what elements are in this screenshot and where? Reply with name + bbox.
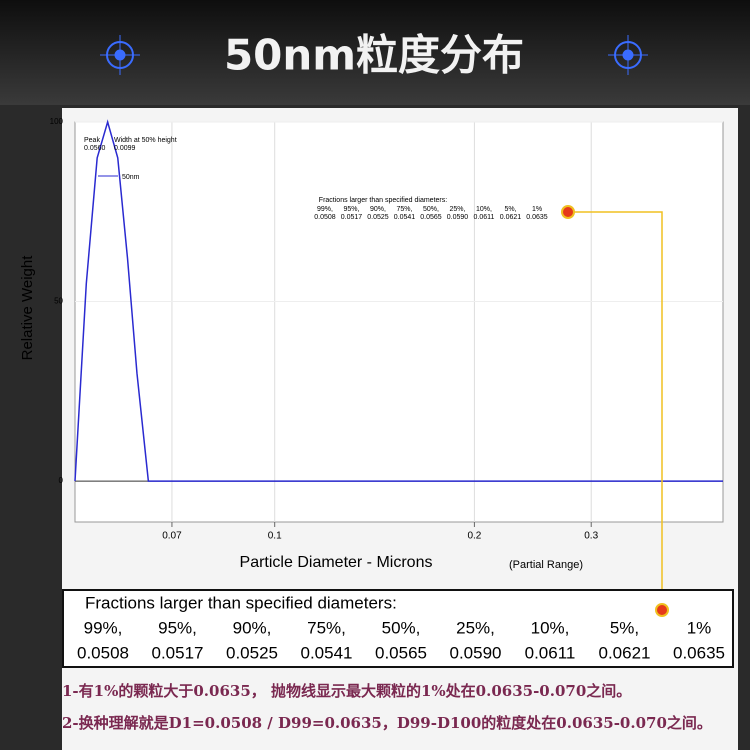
- diameter-label: 0.0541: [301, 643, 353, 662]
- small-diameter: 0.0635: [526, 214, 548, 221]
- target-icon: [100, 35, 648, 75]
- x-tick-label: 0.2: [467, 531, 481, 542]
- marker-dot: [561, 205, 575, 219]
- small-percent: 99%,: [317, 206, 333, 213]
- small-percent: 95%,: [344, 206, 360, 213]
- small-percent: 75%,: [397, 206, 413, 213]
- y-tick-label: 50: [54, 297, 63, 306]
- percent-label: 99%,: [84, 618, 123, 637]
- plot: 0.07 0.1 0.2 0.3 0 50 100: [50, 117, 723, 542]
- page-title: 50nm粒度分布: [224, 31, 524, 80]
- small-diameter: 0.0517: [341, 214, 363, 221]
- small-percent: 90%,: [370, 206, 386, 213]
- small-percent: 5%,: [504, 206, 516, 213]
- small-diameter: 0.0525: [367, 214, 389, 221]
- percent-label: 50%,: [382, 618, 421, 637]
- diameter-label: 0.0517: [152, 643, 204, 662]
- small-diameter: 0.0621: [500, 214, 522, 221]
- diameter-label: 0.0611: [525, 643, 576, 662]
- x-axis-label: Particle Diameter - Microns: [240, 554, 433, 571]
- small-diameter: 0.0508: [314, 214, 336, 221]
- small-diameter: 0.0590: [447, 214, 469, 221]
- small-diameter: 0.0565: [420, 214, 442, 221]
- diameter-label: 0.0525: [226, 643, 278, 662]
- plot-area: [74, 121, 724, 523]
- percent-label: 10%,: [531, 618, 570, 637]
- fractions-title: Fractions larger than specified diameter…: [85, 593, 397, 612]
- annotation: 0.0560: [84, 145, 106, 152]
- y-tick-label: 100: [50, 117, 64, 126]
- note: 1-有1%的颗粒大于0.0635， 抛物线显示最大颗粒的1%处在0.0635-0…: [62, 682, 631, 700]
- diameter-label: 0.0621: [599, 643, 651, 662]
- small-diameter: 0.0611: [474, 214, 495, 221]
- note: 2-换种理解就是D1=0.0508 / D99=0.0635，D99-D100的…: [62, 714, 712, 732]
- annotation: Peak: [84, 137, 100, 144]
- small-fractions: Fractions larger than specified diameter…: [314, 197, 548, 221]
- small-diameter: 0.0541: [394, 214, 416, 221]
- x-axis-note: (Partial Range): [509, 559, 583, 571]
- small-percent: 10%,: [476, 206, 492, 213]
- percent-label: 90%,: [233, 618, 272, 637]
- percent-label: 95%,: [158, 618, 197, 637]
- annotation: 0.0099: [114, 145, 136, 152]
- small-percent: 25%,: [450, 206, 466, 213]
- legend-label: 50nm: [122, 174, 140, 181]
- line-series: [74, 119, 723, 482]
- x-tick-label: 0.3: [584, 531, 598, 542]
- x-tick-label: 0.1: [268, 531, 282, 542]
- y-axis-label: Relative Weight: [19, 255, 36, 361]
- percent-label: 1%: [687, 618, 712, 637]
- percent-label: 25%,: [456, 618, 495, 637]
- small-percent: 1%: [532, 206, 542, 213]
- small-percent: 50%,: [423, 206, 439, 213]
- x-tick-label: 0.07: [162, 531, 182, 542]
- percent-label: 5%,: [610, 618, 639, 637]
- fractions-box: [62, 589, 734, 668]
- small-fractions-title: Fractions larger than specified diameter…: [319, 197, 447, 204]
- diameter-label: 0.0635: [673, 643, 725, 662]
- fractions-table: 99%, 0.0508 95%, 0.0517 90%, 0.0525 75%, 0.0541…: [77, 618, 725, 662]
- diameter-label: 0.0565: [375, 643, 427, 662]
- annotation: Width at 50% height: [114, 137, 177, 144]
- percent-label: 75%,: [307, 618, 346, 637]
- diameter-label: 0.0508: [77, 643, 129, 662]
- diameter-label: 0.0590: [450, 643, 502, 662]
- marker-dot: [655, 603, 669, 617]
- y-tick-label: 0: [59, 476, 64, 485]
- connector: [568, 211, 663, 610]
